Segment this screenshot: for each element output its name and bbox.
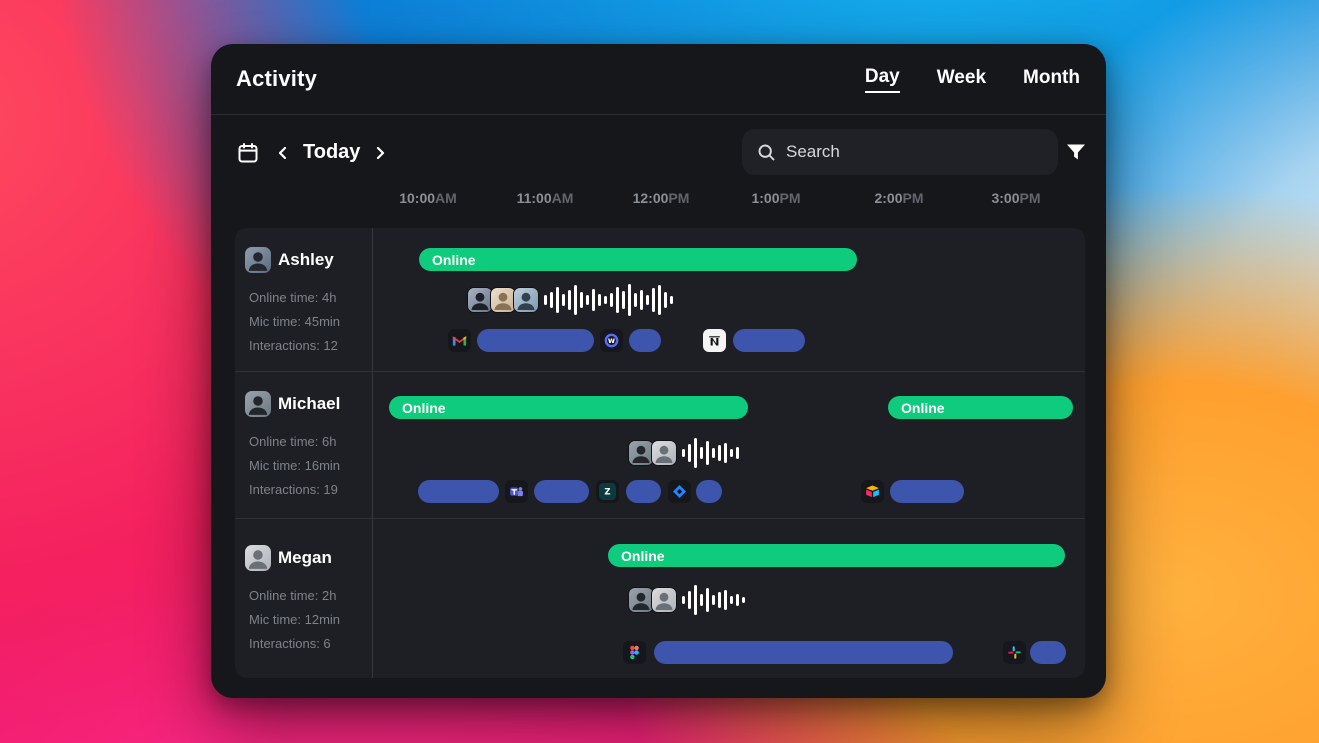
- online-status-bar[interactable]: Online: [389, 396, 748, 419]
- mic-time-stat: Mic time: 12min: [249, 612, 341, 627]
- tab-week[interactable]: Week: [936, 66, 987, 88]
- app-usage-bar[interactable]: [654, 641, 953, 664]
- time-tick: 11:00AM: [516, 190, 574, 206]
- user-info: Michael Online time: 6h Mic time: 16min …: [235, 372, 372, 518]
- teams-icon[interactable]: [505, 480, 528, 503]
- user-row-ashley: Ashley Online time: 4h Mic time: 45min I…: [235, 228, 1085, 371]
- view-tabs: Day Week Month: [864, 66, 1080, 93]
- search-box[interactable]: [742, 129, 1058, 175]
- window-header: Activity Day Week Month: [211, 44, 1106, 115]
- filter-funnel-icon[interactable]: [1064, 140, 1088, 164]
- calendar-icon[interactable]: [236, 141, 260, 165]
- voice-waveform: [682, 438, 739, 468]
- column-divider: [372, 228, 373, 678]
- notion-icon[interactable]: [703, 329, 726, 352]
- app-usage-bar[interactable]: [696, 480, 722, 503]
- online-time-stat: Online time: 4h: [249, 290, 337, 305]
- user-row-megan: Megan Online time: 2h Mic time: 12min In…: [235, 518, 1085, 678]
- online-time-stat: Online time: 6h: [249, 434, 337, 449]
- chevron-right-icon[interactable]: [372, 145, 388, 161]
- time-tick: 12:00PM: [632, 190, 690, 206]
- call-participant-avatar: [628, 440, 654, 466]
- online-status-bar[interactable]: Online: [888, 396, 1073, 419]
- figma-icon[interactable]: [623, 641, 646, 664]
- page-title: Activity: [236, 66, 318, 91]
- user-name: Ashley: [278, 250, 334, 269]
- online-status-bar[interactable]: Online: [419, 248, 857, 271]
- user-row-michael: Michael Online time: 6h Mic time: 16min …: [235, 371, 1085, 518]
- call-session[interactable]: [467, 282, 673, 318]
- app-usage-bar[interactable]: [477, 329, 594, 352]
- user-info: Ashley Online time: 4h Mic time: 45min I…: [235, 228, 372, 371]
- time-tick: 2:00PM: [874, 190, 924, 206]
- today-button[interactable]: Today: [303, 141, 361, 163]
- interactions-stat: Interactions: 12: [249, 338, 338, 353]
- app-usage-bar[interactable]: [1030, 641, 1066, 664]
- search-icon: [756, 142, 777, 163]
- time-tick: 3:00PM: [991, 190, 1041, 206]
- search-input[interactable]: [786, 142, 1044, 162]
- user-name: Michael: [278, 394, 341, 413]
- app-usage-bar[interactable]: [418, 480, 499, 503]
- app-usage-bar[interactable]: [626, 480, 661, 503]
- online-status-bar[interactable]: Online: [608, 544, 1065, 567]
- app-usage-bar[interactable]: [534, 480, 589, 503]
- call-session[interactable]: [628, 582, 745, 618]
- time-tick: 10:00AM: [399, 190, 457, 206]
- tab-month[interactable]: Month: [1023, 66, 1080, 88]
- online-label: Online: [621, 547, 665, 564]
- time-tick: 1:00PM: [751, 190, 801, 206]
- user-info: Megan Online time: 2h Mic time: 12min In…: [235, 519, 372, 678]
- svg-text:w: w: [608, 336, 615, 345]
- online-time-stat: Online time: 2h: [249, 588, 337, 603]
- activity-window: Activity Day Week Month Today: [211, 44, 1106, 698]
- workplace-icon[interactable]: w: [600, 329, 623, 352]
- mic-time-stat: Mic time: 45min: [249, 314, 341, 329]
- avatar: [245, 247, 271, 273]
- call-participant-avatar: [628, 587, 654, 613]
- user-name: Megan: [278, 548, 332, 567]
- zendesk-icon[interactable]: Z: [596, 480, 619, 503]
- call-participant-avatar: [467, 287, 493, 313]
- online-label: Online: [402, 399, 446, 416]
- airtable-icon[interactable]: [861, 480, 884, 503]
- online-label: Online: [432, 251, 476, 268]
- jira-icon[interactable]: [668, 480, 691, 503]
- call-participant-avatar: [651, 587, 677, 613]
- call-session[interactable]: [628, 435, 739, 471]
- svg-text:Z: Z: [604, 488, 610, 498]
- interactions-stat: Interactions: 19: [249, 482, 338, 497]
- avatar: [245, 545, 271, 571]
- gmail-icon[interactable]: [448, 329, 471, 352]
- activity-rows-panel: Ashley Online time: 4h Mic time: 45min I…: [235, 228, 1085, 678]
- call-participant-avatar: [513, 287, 539, 313]
- app-usage-bar[interactable]: [629, 329, 661, 352]
- voice-waveform: [682, 585, 745, 615]
- voice-waveform: [544, 284, 673, 316]
- slack-icon[interactable]: [1003, 641, 1026, 664]
- chevron-left-icon[interactable]: [275, 145, 291, 161]
- toolbar: Today: [211, 115, 1106, 190]
- avatar: [245, 391, 271, 417]
- call-participant-avatar: [490, 287, 516, 313]
- app-usage-bar[interactable]: [733, 329, 805, 352]
- tab-day[interactable]: Day: [864, 66, 900, 93]
- time-axis: 10:00AM 11:00AM 12:00PM 1:00PM 2:00PM 3:…: [211, 190, 1106, 220]
- mic-time-stat: Mic time: 16min: [249, 458, 341, 473]
- interactions-stat: Interactions: 6: [249, 636, 331, 651]
- app-usage-bar[interactable]: [890, 480, 964, 503]
- online-label: Online: [901, 399, 945, 416]
- call-participant-avatar: [651, 440, 677, 466]
